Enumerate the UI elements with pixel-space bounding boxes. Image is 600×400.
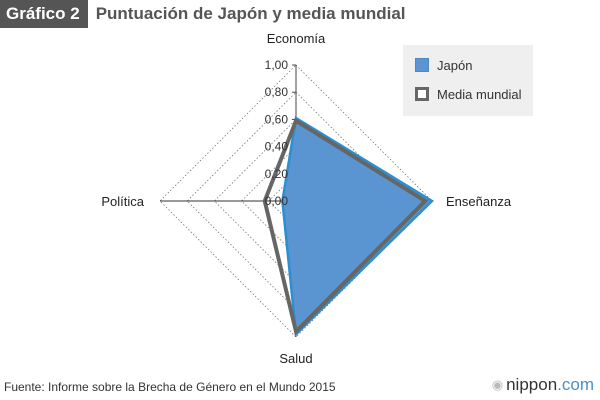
series-world-average <box>262 117 429 336</box>
grid-ring <box>241 146 351 256</box>
tick-label: 0,80 <box>265 85 289 99</box>
grid-ring <box>159 64 433 338</box>
legend: Japón Media mundial <box>403 45 533 116</box>
legend-swatch-japan <box>415 58 429 72</box>
tick-label: 0,60 <box>265 112 289 126</box>
legend-label-world: Media mundial <box>437 86 522 102</box>
brand-logo: ◉ nippon .com <box>492 375 594 395</box>
radar-series <box>262 116 435 337</box>
tick-label: 0,20 <box>265 167 289 181</box>
axis-label: Salud <box>279 351 312 366</box>
chart-header: Gráfico 2 Puntuación de Japón y media mu… <box>0 0 406 28</box>
legend-swatch-world <box>415 87 429 101</box>
source-note: Fuente: Informe sobre la Brecha de Géner… <box>4 380 336 394</box>
legend-item-world: Media mundial <box>415 84 533 104</box>
brand-suffix: .com <box>557 375 594 394</box>
tick-label: 0,40 <box>265 140 289 154</box>
tick-label: 1,00 <box>265 58 289 72</box>
legend-label-japan: Japón <box>437 57 473 73</box>
chart-title: Puntuación de Japón y media mundial <box>95 4 406 23</box>
nippon-mark-icon: ◉ <box>491 377 504 392</box>
axis-label: Política <box>101 194 144 209</box>
brand-main: nippon <box>506 375 558 394</box>
axis-label: Enseñanza <box>446 194 512 209</box>
axis-label: Economía <box>267 31 326 46</box>
series-japan <box>281 116 435 337</box>
radar-labels: 0,00 0,20 0,40 0,60 0,80 1,00 Economía Enseñanz… <box>101 31 511 366</box>
legend-item-japan: Japón <box>415 55 533 75</box>
figure-tag: Gráfico 2 <box>0 0 88 28</box>
tick-label: 0,00 <box>265 194 289 208</box>
